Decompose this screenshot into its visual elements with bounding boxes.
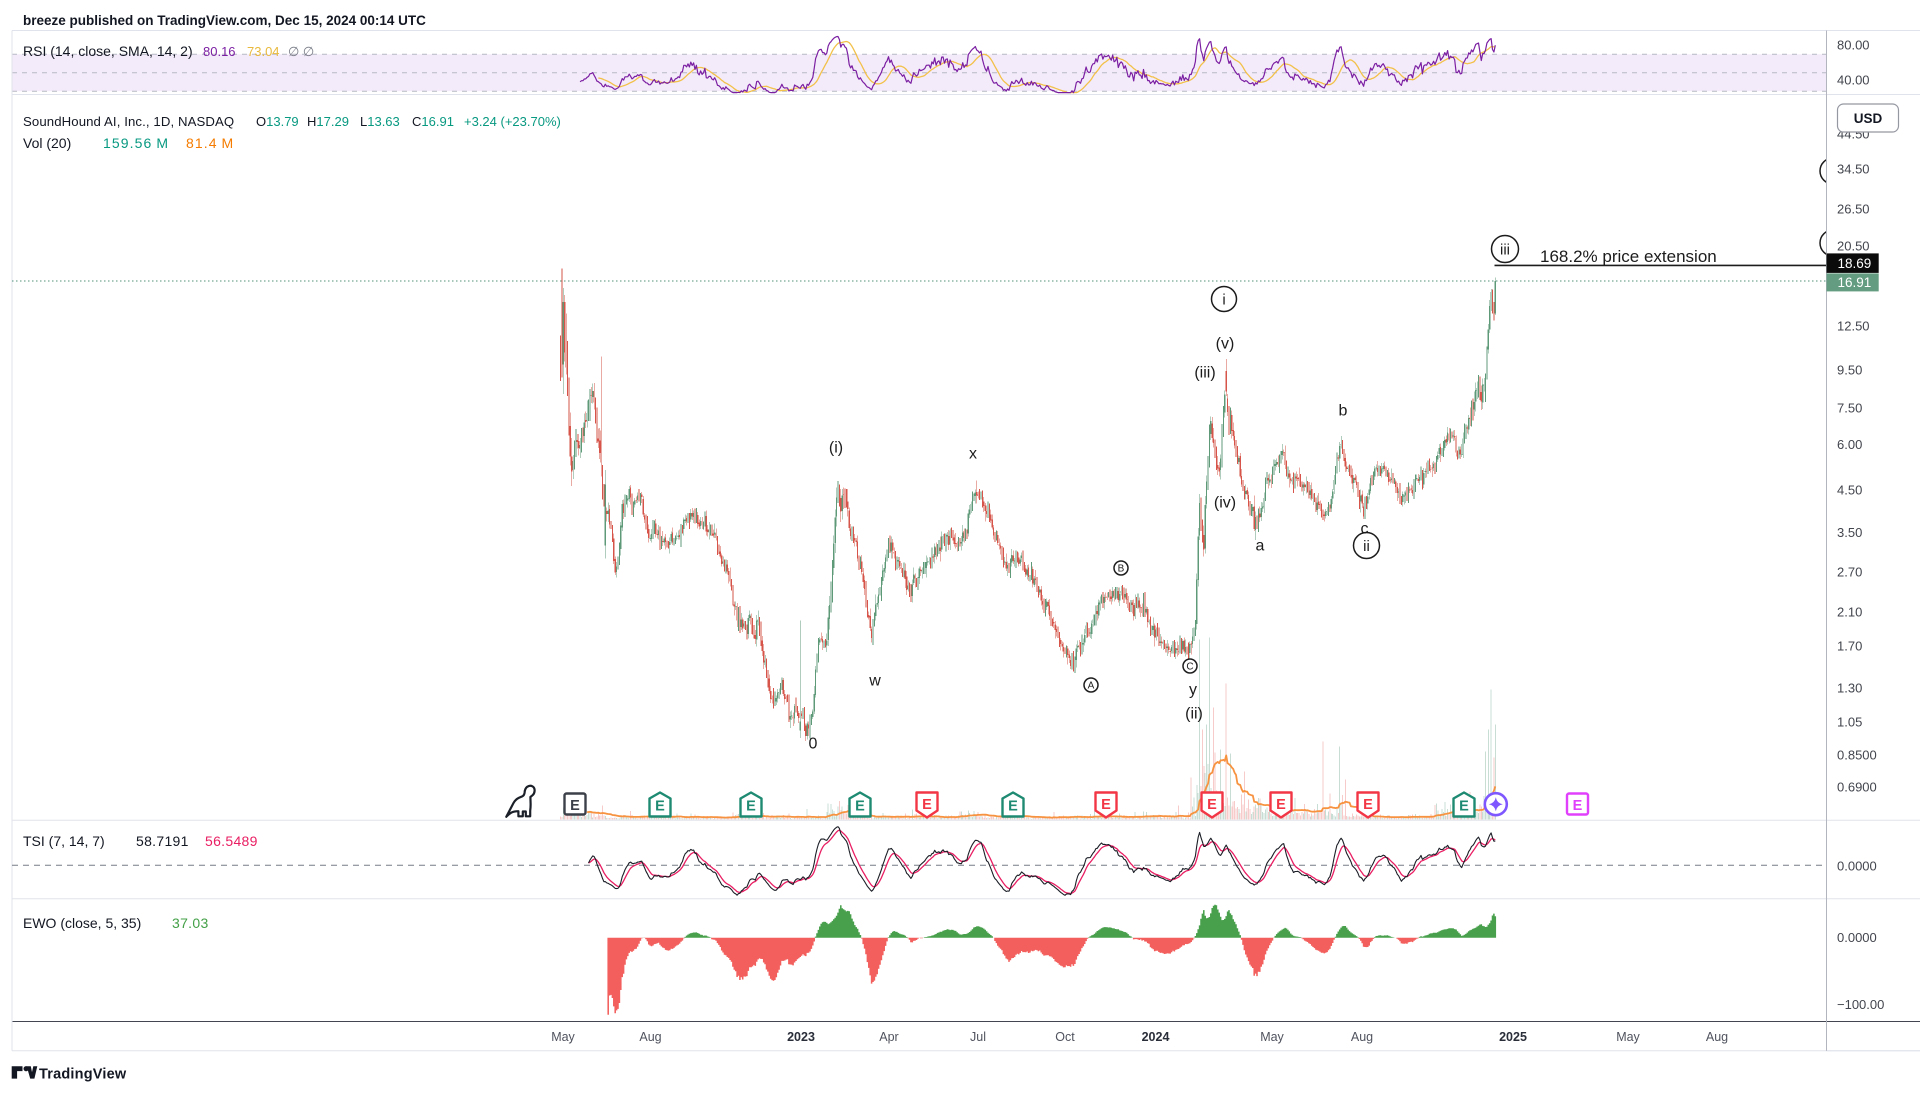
svg-text:E: E <box>922 797 932 813</box>
svg-text:3.50: 3.50 <box>1837 525 1862 540</box>
svg-text:7.50: 7.50 <box>1837 401 1862 416</box>
svg-text:y: y <box>1189 682 1197 699</box>
svg-text:34.50: 34.50 <box>1837 162 1870 177</box>
svg-text:USD: USD <box>1854 111 1883 126</box>
svg-text:20.50: 20.50 <box>1837 239 1870 254</box>
svg-text:56.5489: 56.5489 <box>205 833 258 849</box>
svg-text:Oct: Oct <box>1055 1030 1075 1044</box>
svg-text:(iv): (iv) <box>1214 495 1236 512</box>
svg-text:12.50: 12.50 <box>1837 319 1870 334</box>
svg-text:40.00: 40.00 <box>1837 73 1870 88</box>
svg-text:E: E <box>1573 798 1583 814</box>
svg-text:EWO (close, 5, 35): EWO (close, 5, 35) <box>23 915 141 931</box>
svg-text:1.05: 1.05 <box>1837 715 1862 730</box>
svg-text:E: E <box>1363 797 1373 813</box>
svg-text:May: May <box>551 1030 575 1044</box>
svg-text:E: E <box>1276 797 1286 813</box>
svg-text:E: E <box>1207 797 1217 813</box>
svg-text:0.6900: 0.6900 <box>1837 780 1877 795</box>
svg-text:(v): (v) <box>1216 336 1235 353</box>
svg-text:C: C <box>1186 662 1193 673</box>
svg-text:6.00: 6.00 <box>1837 437 1862 452</box>
svg-text:B: B <box>1118 564 1125 575</box>
svg-text:May: May <box>1616 1030 1640 1044</box>
svg-text:breeze published on TradingVie: breeze published on TradingView.com, Dec… <box>23 13 426 28</box>
svg-text:0.8500: 0.8500 <box>1837 748 1877 763</box>
svg-text:1.30: 1.30 <box>1837 681 1862 696</box>
svg-text:Aug: Aug <box>1351 1030 1373 1044</box>
svg-text:2023: 2023 <box>787 1030 815 1044</box>
svg-text:9.50: 9.50 <box>1837 363 1862 378</box>
svg-text:May: May <box>1260 1030 1284 1044</box>
svg-text:E: E <box>1101 797 1111 813</box>
svg-text:A: A <box>1088 681 1095 692</box>
svg-text:80.00: 80.00 <box>1837 38 1870 53</box>
svg-text:4.50: 4.50 <box>1837 483 1862 498</box>
svg-text:81.4 M: 81.4 M <box>186 135 234 151</box>
svg-text:c: c <box>1361 521 1369 538</box>
svg-text:∅ ∅: ∅ ∅ <box>288 44 314 59</box>
svg-text:58.7191: 58.7191 <box>136 833 189 849</box>
svg-text:(i): (i) <box>829 440 843 457</box>
svg-text:37.03: 37.03 <box>172 915 209 931</box>
svg-text:i: i <box>1222 291 1225 308</box>
svg-text:80.16: 80.16 <box>203 44 236 59</box>
svg-text:E: E <box>1008 799 1018 815</box>
svg-text:2025: 2025 <box>1499 1030 1527 1044</box>
svg-text:2.70: 2.70 <box>1837 565 1862 580</box>
svg-text:Vol (20): Vol (20) <box>23 135 71 151</box>
svg-text:0.0000: 0.0000 <box>1837 930 1877 945</box>
svg-text:16.91: 16.91 <box>1838 275 1872 290</box>
svg-text:b: b <box>1339 403 1348 420</box>
svg-text:E: E <box>746 799 756 815</box>
svg-text:159.56 M: 159.56 M <box>103 135 169 151</box>
svg-text:−100.00: −100.00 <box>1837 997 1884 1012</box>
svg-text:E: E <box>570 798 580 814</box>
svg-text:(ii): (ii) <box>1185 706 1203 723</box>
svg-text:26.50: 26.50 <box>1837 202 1870 217</box>
svg-text:SoundHound AI, Inc., 1D, NASDA: SoundHound AI, Inc., 1D, NASDAQ <box>23 114 234 129</box>
svg-text:1.70: 1.70 <box>1837 639 1862 654</box>
svg-text:2.10: 2.10 <box>1837 605 1862 620</box>
svg-text:2024: 2024 <box>1142 1030 1170 1044</box>
svg-text:E: E <box>655 799 665 815</box>
svg-text:(iii): (iii) <box>1194 365 1215 382</box>
svg-text:168.2% price extension: 168.2% price extension <box>1540 247 1717 266</box>
svg-text:TSI (7, 14, 7): TSI (7, 14, 7) <box>23 833 105 849</box>
svg-text:E: E <box>855 799 865 815</box>
svg-text:RSI (14, close, SMA, 14, 2): RSI (14, close, SMA, 14, 2) <box>23 43 193 59</box>
svg-text:ii: ii <box>1363 538 1370 555</box>
svg-text:73.04: 73.04 <box>247 44 280 59</box>
svg-text:E: E <box>1459 799 1469 815</box>
svg-text:Aug: Aug <box>639 1030 661 1044</box>
svg-text:0.0000: 0.0000 <box>1837 859 1877 874</box>
svg-text:iii: iii <box>1500 241 1510 258</box>
svg-text:Apr: Apr <box>879 1030 898 1044</box>
svg-text:18.69: 18.69 <box>1838 256 1872 271</box>
svg-text:Aug: Aug <box>1706 1030 1728 1044</box>
svg-text:a: a <box>1256 538 1265 555</box>
svg-text:x: x <box>969 446 977 463</box>
svg-text:Jul: Jul <box>970 1030 986 1044</box>
svg-text:TradingView: TradingView <box>39 1067 127 1083</box>
svg-text:w: w <box>868 673 881 690</box>
svg-text:0: 0 <box>809 736 818 753</box>
